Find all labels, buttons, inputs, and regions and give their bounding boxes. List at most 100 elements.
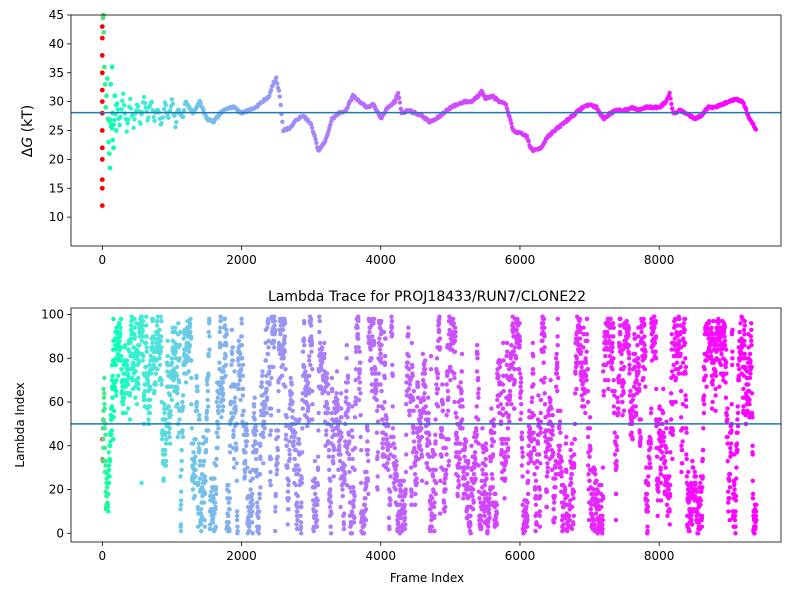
lambda-point	[159, 378, 164, 383]
lambda-point	[391, 434, 396, 440]
lambda-point	[610, 367, 615, 372]
lambda-point	[578, 349, 584, 354]
lambda-point	[307, 373, 312, 378]
lambda-point	[179, 447, 184, 453]
lambda-point	[158, 338, 163, 343]
lambda-point	[262, 426, 267, 431]
lambda-point	[692, 469, 697, 475]
lambda-point	[452, 349, 458, 354]
lambda-point	[584, 378, 589, 383]
lambda-point	[456, 478, 461, 483]
lambda-point	[257, 496, 262, 501]
x-tick-label: 0	[99, 253, 107, 267]
lambda-point	[718, 362, 724, 368]
dg-point	[99, 53, 105, 58]
lambda-point	[177, 417, 182, 422]
lambda-point	[375, 474, 380, 479]
lambda-chart: Lambda Trace for PROJ18433/RUN7/CLONE22 …	[13, 289, 782, 585]
lambda-point	[657, 417, 663, 422]
lambda-point	[517, 338, 523, 343]
lambda-point	[402, 502, 407, 507]
lambda-point	[476, 463, 481, 468]
lambda-point	[498, 402, 503, 407]
lambda-point	[113, 388, 119, 394]
lambda-point	[361, 531, 367, 536]
lambda-point	[571, 496, 576, 501]
lambda-point	[356, 397, 362, 403]
lambda-point	[272, 318, 277, 324]
lambda-point	[600, 513, 605, 518]
lambda-point	[129, 318, 134, 324]
lambda-point	[322, 388, 328, 394]
lambda-point	[357, 349, 362, 354]
lambda-point	[291, 439, 296, 444]
lambda-point	[601, 496, 606, 501]
lambda-point	[310, 367, 315, 372]
lambda-point	[433, 491, 438, 497]
lambda-point	[652, 314, 657, 319]
lambda-point	[390, 426, 396, 431]
lambda-point	[548, 437, 554, 442]
lambda-point	[227, 450, 233, 455]
lambda-point	[585, 399, 591, 405]
lambda-point	[365, 428, 370, 433]
lambda-point	[220, 380, 226, 385]
lambda-point	[578, 325, 583, 330]
lambda-point	[432, 500, 437, 505]
lambda-point	[684, 452, 689, 457]
lambda-point	[627, 371, 632, 376]
lambda-point	[519, 463, 524, 468]
lambda-point	[289, 382, 294, 387]
lambda-point	[541, 349, 546, 354]
lambda-point	[632, 351, 638, 357]
dg-point	[670, 106, 675, 111]
lambda-point	[216, 404, 222, 409]
lambda-point	[431, 504, 437, 510]
lambda-point	[387, 502, 393, 507]
lambda-point	[542, 334, 547, 339]
lambda-point	[111, 347, 116, 352]
dg-point	[174, 120, 179, 125]
lambda-point	[465, 465, 471, 470]
x-tick-label: 4000	[365, 253, 396, 267]
lambda-point	[518, 375, 524, 381]
lambda-point	[495, 397, 500, 403]
lambda-point	[283, 437, 288, 442]
lambda-point	[725, 441, 730, 446]
lambda-point	[585, 388, 591, 394]
lambda-point	[284, 415, 289, 420]
lambda-point	[178, 502, 184, 507]
lambda-point	[699, 515, 705, 521]
lambda-point	[121, 395, 127, 400]
lambda-point	[386, 423, 391, 429]
lambda-point	[448, 378, 453, 383]
lambda-point	[519, 410, 524, 416]
lambda-point	[216, 426, 221, 431]
lambda-point	[163, 447, 168, 453]
lambda-point	[517, 371, 523, 376]
lambda-point	[148, 386, 153, 392]
lambda-point	[667, 491, 673, 497]
lambda-point	[725, 406, 730, 411]
lambda-point	[329, 511, 334, 516]
lambda-point	[301, 338, 307, 343]
lambda-point	[249, 491, 255, 497]
lambda-point	[363, 496, 368, 501]
lambda-point	[141, 353, 146, 359]
lambda-point	[193, 467, 198, 472]
lambda-point	[202, 474, 208, 479]
lambda-point	[549, 406, 554, 411]
lambda-point	[461, 496, 466, 501]
lambda-point	[667, 509, 672, 514]
lambda-point	[356, 345, 361, 350]
lambda-point	[388, 498, 393, 503]
lambda-point	[480, 426, 485, 431]
lambda-point	[735, 423, 741, 429]
lambda-point	[283, 384, 288, 389]
lambda-point	[627, 367, 632, 372]
lambda-point	[602, 378, 608, 383]
lambda-point	[704, 384, 709, 389]
lambda-point	[394, 458, 399, 464]
lambda-point	[404, 452, 409, 457]
lambda-point	[127, 391, 133, 396]
